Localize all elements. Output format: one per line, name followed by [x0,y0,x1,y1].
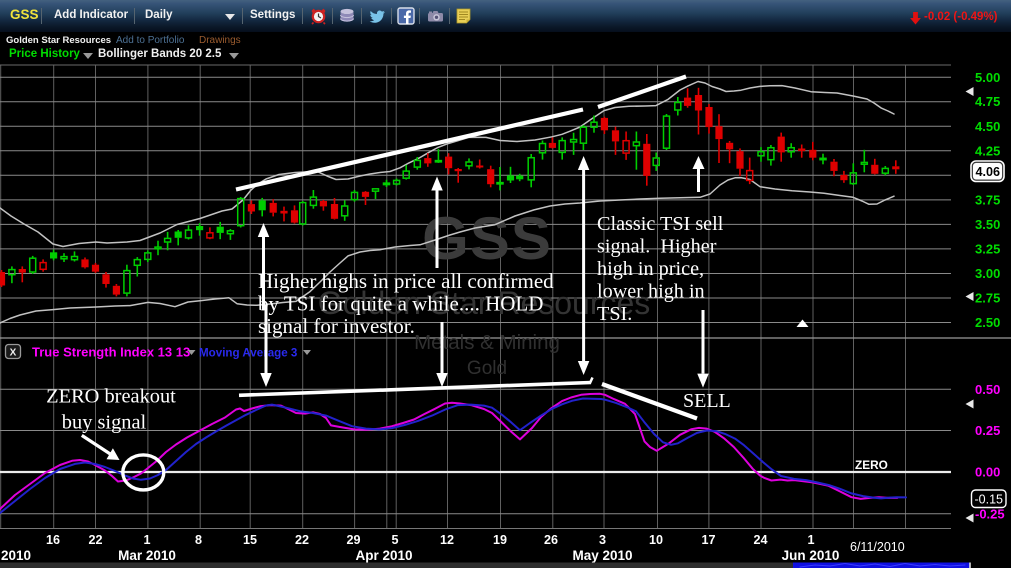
svg-text:ZERO breakout: ZERO breakout [46,386,176,408]
svg-text:19: 19 [493,533,507,547]
svg-text:22: 22 [88,533,102,547]
svg-text:15: 15 [243,533,257,547]
svg-text:True Strength Index 13 13: True Strength Index 13 13 [32,345,190,360]
svg-text:2.50: 2.50 [975,315,1000,330]
svg-text:8: 8 [195,533,202,547]
svg-text:1: 1 [143,533,150,547]
svg-text:high in price,: high in price, [597,258,704,280]
svg-text:12: 12 [440,533,454,547]
svg-text:signal for investor.: signal for investor. [258,314,415,338]
svg-text:signal. Higher: signal. Higher [597,236,717,258]
svg-text:Classic TSI sell: Classic TSI sell [597,213,724,235]
svg-text:4.75: 4.75 [975,94,1000,109]
svg-text:Jun 2010: Jun 2010 [782,548,840,563]
svg-text:Metals & Mining: Metals & Mining [414,331,560,354]
svg-text:-0.15: -0.15 [975,493,1004,507]
svg-text:26: 26 [544,533,558,547]
svg-text:Moving Average 3: Moving Average 3 [199,347,298,360]
svg-text:2.75: 2.75 [975,291,1000,306]
svg-text:4.06: 4.06 [976,165,1001,179]
svg-text:3: 3 [599,533,606,547]
svg-text:X: X [10,348,17,359]
svg-text:10: 10 [649,533,663,547]
svg-text:4.50: 4.50 [975,119,1000,134]
svg-text:by TSI for quite a while.... H: by TSI for quite a while.... HOLD [258,292,543,316]
svg-text:Golden Star Resources: Golden Star Resources [318,285,651,321]
svg-text:buy signal: buy signal [62,412,147,434]
svg-text:3.50: 3.50 [975,217,1000,232]
svg-text:5.00: 5.00 [975,70,1000,85]
svg-text:Gold: Gold [467,358,507,379]
svg-text:29: 29 [346,533,360,547]
svg-text:Mar 2010: Mar 2010 [118,548,176,563]
svg-text:May 2010: May 2010 [572,548,632,563]
svg-text:0.25: 0.25 [975,423,1000,438]
svg-text:Apr 2010: Apr 2010 [355,548,412,563]
svg-text:GSS: GSS [422,205,552,272]
svg-text:2010: 2010 [1,548,31,563]
svg-text:22: 22 [295,533,309,547]
svg-text:4.25: 4.25 [975,143,1000,158]
svg-text:3.25: 3.25 [975,241,1000,256]
svg-text:24: 24 [753,533,767,547]
svg-text:17: 17 [701,533,715,547]
svg-text:TSI.: TSI. [597,303,632,325]
svg-text:0.50: 0.50 [975,382,1000,397]
svg-text:ZERO: ZERO [855,458,888,472]
svg-text:5: 5 [391,533,398,547]
svg-text:0.00: 0.00 [975,465,1000,480]
svg-text:3.00: 3.00 [975,266,1000,281]
svg-text:Higher highs in price all conf: Higher highs in price all confirmed [258,269,554,293]
svg-text:lower high in: lower high in [597,281,705,303]
svg-text:6/11/2010: 6/11/2010 [850,540,905,554]
svg-text:-0.25: -0.25 [975,506,1005,521]
svg-text:16: 16 [46,533,60,547]
svg-text:SELL: SELL [683,390,731,412]
svg-text:1: 1 [807,533,814,547]
svg-text:3.75: 3.75 [975,192,1000,207]
